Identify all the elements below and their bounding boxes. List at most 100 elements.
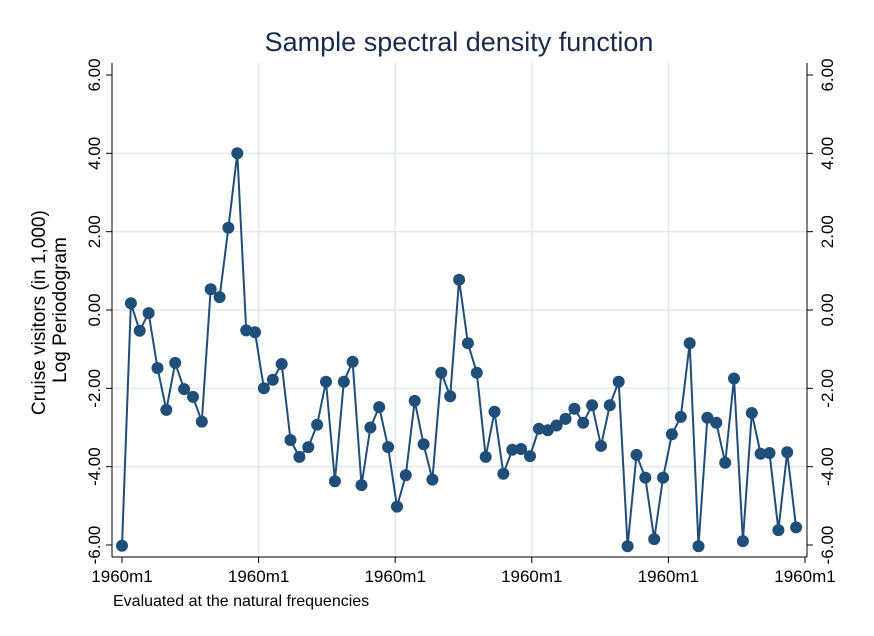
data-point	[355, 479, 368, 492]
data-point	[524, 450, 536, 463]
data-point	[621, 540, 634, 553]
data-point	[346, 355, 359, 368]
data-point	[665, 428, 678, 441]
data-point	[595, 439, 607, 452]
data-point	[231, 147, 244, 160]
y-tick-label-left: -4.00	[85, 447, 104, 486]
data-point	[302, 441, 315, 454]
data-point	[320, 375, 332, 388]
x-tick-label: 1960m1	[774, 567, 835, 586]
data-point	[266, 373, 279, 386]
data-point	[683, 337, 696, 350]
data-point	[479, 450, 492, 463]
data-point	[515, 443, 528, 455]
x-tick-label: 1960m1	[501, 567, 562, 586]
data-point	[204, 283, 217, 296]
x-tick-label: 1960m1	[364, 567, 425, 586]
data-point	[364, 421, 377, 434]
data-point	[719, 456, 732, 469]
data-point	[178, 383, 191, 396]
data-point	[169, 356, 182, 369]
y-tick-label-right: 0.00	[818, 293, 837, 326]
y-tick-label-left: -6.00	[85, 526, 104, 565]
y-tick-label-right: -6.00	[818, 526, 837, 565]
data-point	[657, 471, 670, 484]
y-tick-label-right: 2.00	[818, 215, 837, 248]
data-point	[461, 337, 474, 350]
data-point	[133, 324, 146, 337]
data-point	[674, 410, 687, 423]
y-axis-title: Cruise visitors (in 1,000) Log Periodogr…	[29, 205, 71, 415]
y-tick-label-left: 6.00	[85, 58, 104, 91]
data-point	[612, 375, 625, 388]
data-point	[577, 416, 590, 429]
data-point	[142, 307, 155, 320]
data-point	[648, 533, 661, 546]
data-point	[444, 390, 457, 403]
y-tick-label-right: -4.00	[818, 447, 837, 486]
y-tick-label-left: -2.00	[85, 369, 104, 408]
x-tick-label: 1960m1	[91, 567, 152, 586]
axes	[106, 63, 813, 563]
data-point	[417, 438, 430, 451]
data-point	[790, 521, 803, 534]
data-point	[692, 540, 705, 553]
data-point	[275, 358, 288, 370]
data-point	[736, 535, 749, 548]
data-point	[391, 500, 403, 513]
data-point	[568, 402, 581, 415]
data-point	[470, 366, 483, 379]
data-point	[497, 467, 510, 480]
data-point	[195, 415, 208, 428]
data-point	[160, 403, 173, 416]
data-point	[373, 401, 386, 414]
data-point	[187, 390, 199, 403]
y-tick-label-right: 4.00	[818, 137, 837, 170]
y-tick-label-left: 2.00	[85, 215, 104, 248]
data-point	[488, 405, 501, 418]
data-points	[116, 147, 803, 553]
data-point	[151, 362, 164, 374]
x-tick-label: 1960m1	[638, 567, 699, 586]
data-point	[328, 475, 341, 488]
y-tick-label-right: -2.00	[818, 369, 837, 408]
y-axis-title-line-2: Log Periodogram	[50, 237, 71, 383]
tick-labels: -6.00 -6.00 -4.00 -4.00 -2.00 -2.00 0.00 0.00 2.…	[85, 58, 837, 586]
y-axis-title-line-1: Cruise visitors (in 1,000)	[29, 210, 50, 415]
y-tick-label-right: 6.00	[818, 58, 837, 91]
data-point	[453, 273, 466, 286]
data-point	[257, 382, 270, 395]
data-point	[532, 422, 545, 435]
data-point	[639, 471, 652, 484]
data-point	[382, 441, 395, 454]
data-point	[541, 424, 554, 437]
data-point	[399, 469, 412, 482]
data-point	[728, 372, 740, 385]
chart-title: Sample spectral density function	[265, 27, 654, 57]
data-point	[772, 524, 785, 537]
data-point	[435, 366, 448, 379]
data-point	[116, 539, 128, 552]
data-point	[408, 394, 421, 407]
data-point	[559, 412, 572, 425]
data-point	[249, 326, 261, 339]
x-tick-label: 1960m1	[228, 567, 289, 586]
data-point	[701, 411, 714, 424]
data-point	[763, 447, 776, 459]
data-point	[710, 416, 723, 429]
y-tick-label-left: 4.00	[85, 137, 104, 170]
data-point	[550, 419, 563, 432]
data-point	[630, 448, 643, 461]
data-point	[222, 221, 235, 234]
data-point	[586, 399, 599, 412]
data-point	[426, 473, 439, 486]
data-point	[213, 291, 226, 304]
data-point	[337, 375, 350, 388]
data-point	[754, 447, 767, 460]
data-point	[293, 450, 306, 463]
data-point	[124, 297, 137, 310]
y-tick-label-left: 0.00	[85, 293, 104, 326]
data-point	[781, 446, 794, 459]
data-point	[311, 418, 324, 431]
